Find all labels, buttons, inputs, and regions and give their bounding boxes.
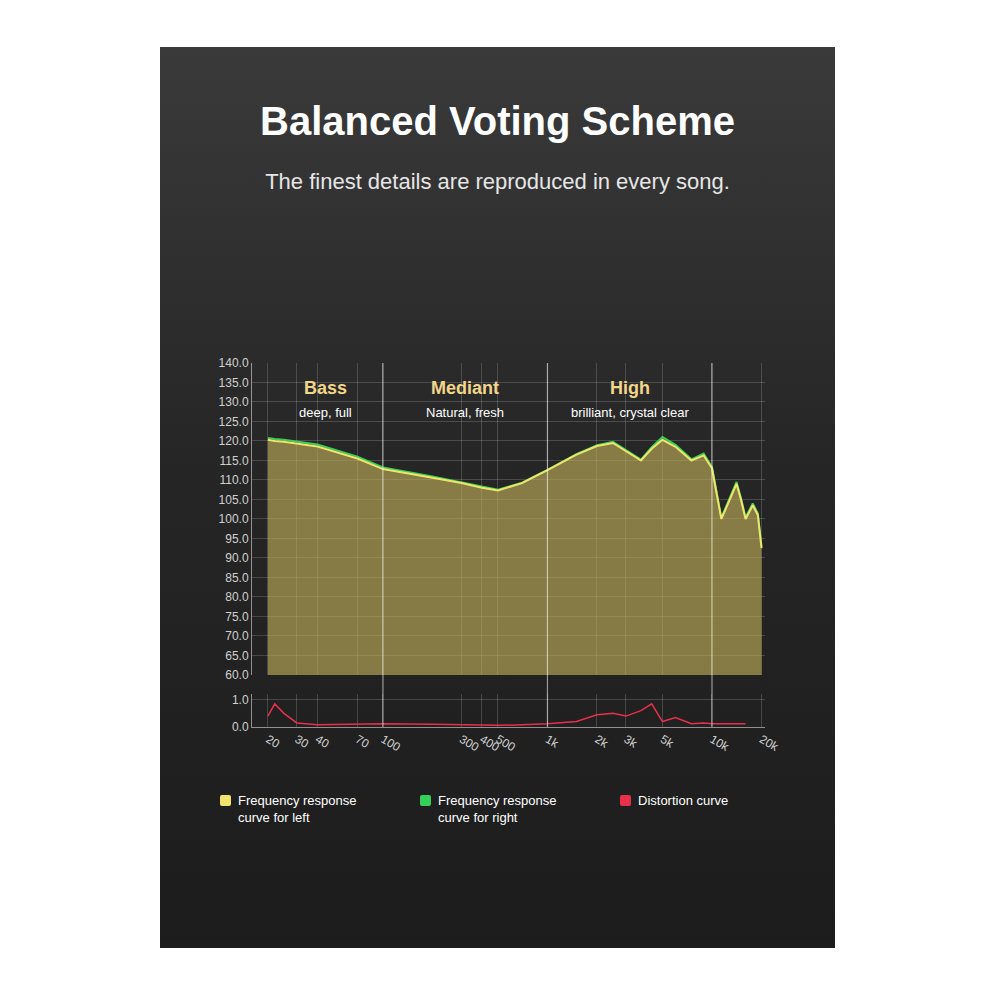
svg-text:120.0: 120.0 (219, 434, 249, 448)
svg-text:125.0: 125.0 (219, 415, 249, 429)
svg-text:115.0: 115.0 (219, 454, 248, 468)
svg-text:500: 500 (493, 732, 518, 754)
html-text:Frequency response curve for r: Frequency response curve for right (438, 793, 557, 825)
svg-text:0.0: 0.0 (232, 720, 249, 734)
svg-text:2k: 2k (592, 732, 611, 751)
svg-text:40: 40 (313, 732, 332, 751)
svg-text:20k: 20k (757, 732, 782, 754)
svg-text:20: 20 (263, 732, 282, 751)
svg-text:70.0: 70.0 (225, 629, 249, 643)
svg-text:brilliant, crystal clear: brilliant, crystal clear (571, 405, 689, 420)
svg-text:1.0: 1.0 (232, 693, 249, 707)
svg-text:High: High (610, 378, 650, 398)
svg-text:10k: 10k (707, 732, 732, 754)
svg-text:400: 400 (477, 732, 502, 754)
svg-text:60.0: 60.0 (225, 668, 249, 682)
html-text:The finest details are reprodu: The finest details are reproduced in eve… (265, 169, 730, 194)
html-text:Frequency response curve for l: Frequency response curve for left (238, 793, 357, 825)
svg-text:100: 100 (378, 732, 403, 754)
svg-text:105.0: 105.0 (219, 493, 249, 507)
svg-text:Bass: Bass (304, 378, 347, 398)
svg-text:1k: 1k (543, 732, 562, 751)
svg-text:90.0: 90.0 (225, 551, 249, 565)
svg-text:5k: 5k (658, 732, 677, 751)
svg-text:80.0: 80.0 (225, 590, 249, 604)
html-text:Balanced Voting Scheme: Balanced Voting Scheme (260, 99, 735, 143)
svg-text:135.0: 135.0 (219, 376, 249, 390)
svg-text:Mediant: Mediant (431, 378, 499, 398)
svg-text:Natural, fresh: Natural, fresh (426, 405, 504, 420)
svg-text:130.0: 130.0 (219, 395, 249, 409)
svg-text:65.0: 65.0 (225, 649, 249, 663)
svg-text:85.0: 85.0 (225, 571, 249, 585)
svg-text:300: 300 (457, 732, 482, 754)
svg-text:110.0: 110.0 (219, 473, 248, 487)
svg-text:140.0: 140.0 (219, 356, 249, 370)
html-text:Distortion curve: Distortion curve (638, 793, 729, 808)
svg-text:100.0: 100.0 (219, 512, 249, 526)
svg-text:deep, full: deep, full (299, 405, 352, 420)
svg-text:30: 30 (292, 732, 311, 751)
svg-text:70: 70 (353, 732, 372, 751)
svg-text:95.0: 95.0 (225, 532, 249, 546)
svg-text:3k: 3k (621, 732, 640, 751)
svg-text:75.0: 75.0 (225, 610, 249, 624)
